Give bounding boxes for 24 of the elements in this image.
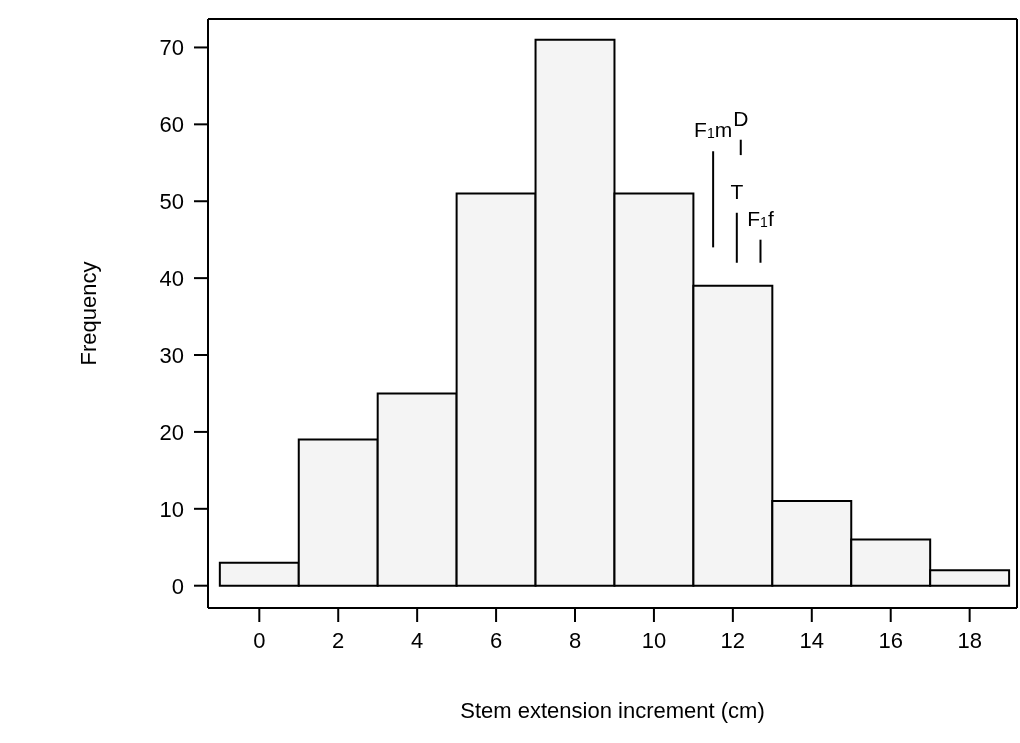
x-tick-label: 16 — [878, 627, 903, 653]
y-axis-title: Frequency — [75, 261, 101, 366]
annotation: F$_{1}$m — [694, 117, 733, 142]
annotation: T — [730, 179, 744, 203]
x-tick-label: 18 — [957, 627, 982, 653]
annotation: F$_{1}$f — [747, 206, 774, 230]
x-tick-label: 10 — [641, 627, 667, 653]
x-tick-label: 2 — [332, 627, 345, 653]
y-tick-label: 60 — [159, 112, 184, 138]
x-tick-label: 0 — [253, 627, 266, 653]
y-tick-label: 30 — [159, 342, 184, 368]
y-tick-label: 70 — [159, 35, 184, 61]
x-tick-label: 4 — [411, 627, 424, 653]
y-tick-label: 0 — [171, 573, 184, 599]
y-tick-label: 40 — [159, 265, 184, 291]
x-tick-label: 14 — [799, 627, 825, 653]
x-axis-title: Stem extension increment (cm) — [460, 698, 765, 723]
annotation: D — [733, 106, 749, 130]
y-tick-label: 20 — [159, 419, 184, 445]
x-tick-label: 8 — [568, 627, 582, 653]
x-tick-label: 12 — [720, 627, 746, 653]
y-tick-label: 10 — [159, 496, 184, 522]
x-tick-label: 6 — [489, 627, 503, 653]
y-tick-label: 50 — [159, 189, 184, 215]
